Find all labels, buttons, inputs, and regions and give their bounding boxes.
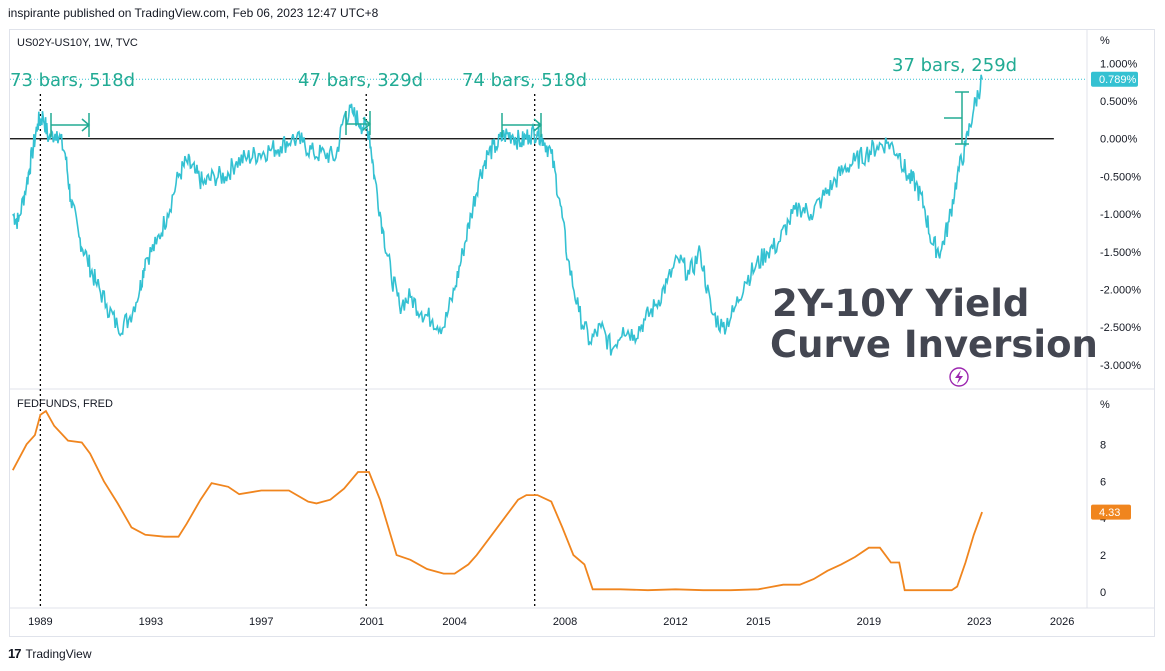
xtick-label: 2015	[746, 616, 770, 628]
range-bracket-4	[944, 91, 969, 145]
xtick-label: 2026	[1050, 616, 1074, 628]
publish-header: inspirante published on TradingView.com,…	[8, 6, 379, 20]
top-ytick-label: 0.500%	[1100, 96, 1138, 108]
top-ytick-label: -3.000%	[1100, 360, 1141, 372]
xtick-label: 2004	[442, 616, 466, 628]
chart-title-line-2: Curve Inversion	[770, 323, 1098, 366]
fedfunds-last-value-badge: 4.33	[1091, 504, 1131, 520]
xtick-label: 2008	[553, 616, 577, 628]
range-annotation-4: 37 bars, 259d	[892, 55, 1017, 76]
top-ytick-label: -1.000%	[1100, 209, 1141, 221]
range-annotation-3: 74 bars, 518d	[462, 70, 587, 91]
fedfunds-series-line	[12, 409, 983, 592]
top-ytick-label: -0.500%	[1100, 171, 1141, 183]
bottom-ytick-label: 0	[1100, 587, 1106, 599]
top-ytick-label: -1.500%	[1100, 247, 1141, 259]
xtick-label: 1989	[28, 616, 52, 628]
top-pane-label: US02Y-US10Y, 1W, TVC	[17, 37, 138, 49]
range-bracket-1	[50, 113, 91, 137]
range-annotation-1: 73 bars, 518d	[10, 70, 135, 91]
bottom-ytick-label: 8	[1100, 439, 1106, 451]
chart-title-line-1: 2Y-10Y Yield	[772, 282, 1029, 325]
top-ytick-label: 1.000%	[1100, 58, 1138, 70]
top-ytick-label: -2.500%	[1100, 322, 1141, 334]
lightning-icon[interactable]	[949, 367, 969, 387]
xtick-label: 2012	[663, 616, 687, 628]
top-unit-label: %	[1100, 35, 1110, 47]
svg-text:4.33: 4.33	[1099, 507, 1120, 519]
xtick-label: 2019	[857, 616, 881, 628]
xtick-label: 2023	[967, 616, 991, 628]
tradingview-logo-icon: 17	[8, 646, 22, 661]
chart-frame	[9, 29, 1155, 637]
range-brackets	[50, 91, 969, 145]
top-ytick-label: 0.000%	[1100, 134, 1138, 146]
xtick-label: 2001	[360, 616, 384, 628]
spread-series-line	[12, 74, 983, 356]
range-bracket-3	[501, 113, 543, 137]
bottom-ytick-label: 6	[1100, 476, 1106, 488]
bottom-unit-label: %	[1100, 399, 1110, 411]
footer-brand-text: TradingView	[25, 646, 92, 661]
xtick-label: 1993	[139, 616, 163, 628]
range-annotation-2: 47 bars, 329d	[298, 70, 423, 91]
footer-brand[interactable]: 17 TradingView	[8, 646, 92, 661]
range-bracket-2	[345, 111, 372, 135]
xtick-label: 1997	[249, 616, 273, 628]
spread-last-value-badge: 0.789%	[1091, 71, 1138, 87]
bottom-ytick-label: 2	[1100, 550, 1106, 562]
top-ytick-label: -2.000%	[1100, 285, 1141, 297]
svg-text:0.789%: 0.789%	[1099, 74, 1137, 86]
